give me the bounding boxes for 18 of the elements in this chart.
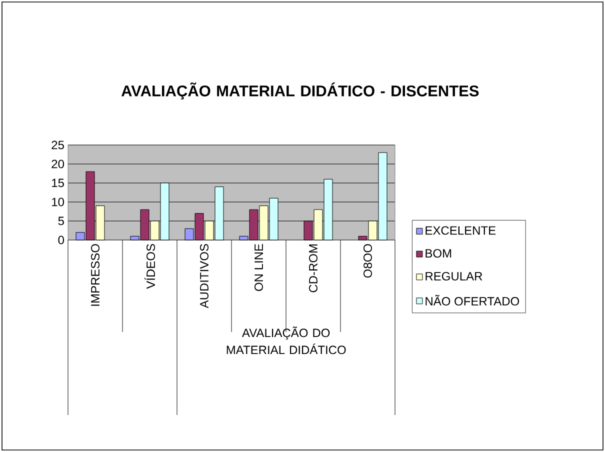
x-tick-label: IMPRESSO [91, 244, 100, 306]
y-tick-label: 15 [52, 178, 64, 188]
legend-label: REGULAR [426, 272, 482, 280]
legend-label: EXCELENTE [426, 226, 496, 235]
y-tick-label: 25 [52, 140, 64, 150]
y-tick-label: 10 [52, 198, 64, 206]
legend-label: BOM [426, 249, 452, 258]
chart-title: AVALIAÇÃO MATERIAL DIDÁTICO - DISCENTES [121, 82, 479, 100]
y-tick-label: 5 [58, 216, 64, 226]
x-tick-label: ON LINE [254, 244, 263, 291]
x-tick-label: O8OO [364, 244, 372, 278]
x-tick-label: CD-ROM [309, 244, 318, 292]
y-tick-label: 20 [52, 160, 64, 168]
x-axis-title: AVALIAÇÃO DO MATERIAL DIDÁTICO [226, 326, 346, 354]
x-tick-label: AUDITIVOS [200, 244, 208, 308]
legend-label: NÃO OFERTADO [426, 294, 520, 306]
y-tick-label: 0 [58, 236, 64, 244]
x-tick-label: VÍDEOS [144, 244, 156, 289]
